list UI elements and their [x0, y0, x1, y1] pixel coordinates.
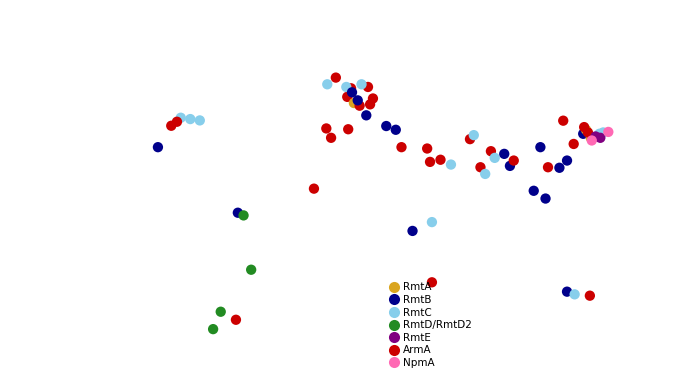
Point	[558, 118, 569, 124]
Point	[562, 158, 573, 164]
Point	[427, 219, 438, 225]
Point	[584, 293, 595, 299]
Point	[594, 131, 605, 137]
Point	[489, 155, 500, 161]
Point	[153, 144, 164, 150]
Point	[499, 151, 510, 157]
Point	[208, 326, 219, 332]
Point	[230, 317, 241, 323]
Point	[586, 137, 597, 144]
Point	[543, 164, 553, 170]
Point	[479, 171, 490, 177]
Point	[367, 95, 378, 102]
Point	[352, 97, 363, 104]
Point	[598, 129, 609, 135]
Point	[361, 112, 372, 118]
Point	[215, 308, 226, 315]
Point	[422, 146, 433, 152]
Point	[445, 161, 456, 168]
Point	[354, 102, 365, 109]
Point	[554, 165, 565, 171]
Legend: RmtA, RmtB, RmtC, RmtD/RmtD2, RmtE, ArmA, NpmA: RmtA, RmtB, RmtC, RmtD/RmtD2, RmtE, ArmA…	[386, 279, 475, 371]
Point	[232, 210, 243, 216]
Point	[341, 84, 352, 90]
Point	[347, 89, 358, 95]
Point	[504, 163, 515, 169]
Point	[166, 123, 177, 129]
Point	[569, 291, 580, 298]
Point	[175, 114, 186, 121]
Point	[464, 136, 475, 142]
Point	[579, 124, 590, 130]
Point	[535, 144, 546, 150]
Point	[396, 144, 407, 150]
Point	[246, 267, 257, 273]
Point	[390, 126, 401, 133]
Point	[486, 148, 497, 154]
Point	[590, 133, 601, 140]
Point	[356, 81, 367, 87]
Point	[349, 100, 360, 106]
Point	[330, 74, 341, 81]
Point	[238, 212, 249, 218]
Point	[364, 101, 375, 107]
Point	[325, 135, 336, 141]
Point	[603, 129, 614, 135]
Point	[171, 119, 182, 125]
Point	[581, 126, 592, 133]
Point	[427, 279, 438, 286]
Point	[407, 228, 418, 234]
Point	[582, 129, 593, 135]
Point	[475, 164, 486, 170]
Point	[425, 159, 436, 165]
Point	[321, 125, 332, 132]
Point	[577, 131, 588, 137]
Point	[345, 85, 356, 92]
Point	[342, 126, 353, 132]
Point	[469, 132, 479, 138]
Point	[195, 117, 206, 123]
Point	[508, 158, 519, 164]
Point	[540, 196, 551, 202]
Point	[308, 185, 319, 192]
Point	[362, 84, 373, 90]
Point	[435, 157, 446, 163]
Point	[528, 188, 539, 194]
Point	[381, 123, 392, 129]
Point	[562, 289, 573, 295]
Point	[585, 135, 596, 141]
Point	[342, 94, 353, 100]
Point	[322, 81, 333, 87]
Point	[595, 135, 606, 141]
Point	[568, 141, 579, 147]
Point	[185, 116, 196, 122]
